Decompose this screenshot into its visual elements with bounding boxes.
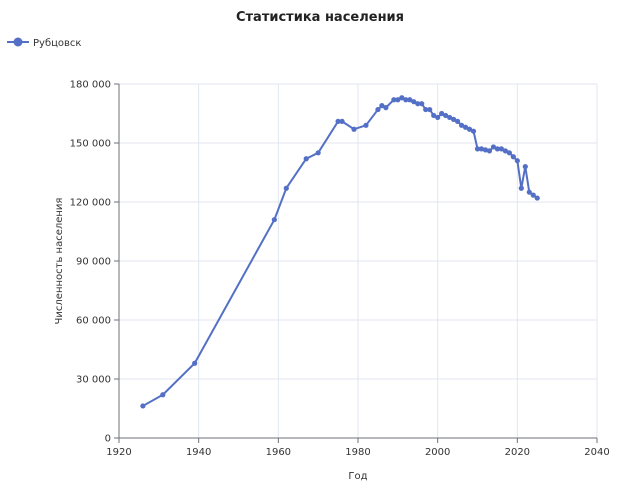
data-point[interactable] xyxy=(458,122,465,128)
y-tick-label: 90 000 xyxy=(76,257,111,268)
data-point[interactable] xyxy=(419,101,425,107)
data-point[interactable] xyxy=(462,124,469,130)
data-point[interactable] xyxy=(303,156,309,162)
data-point[interactable] xyxy=(427,106,433,113)
data-point[interactable] xyxy=(379,103,385,109)
legend-marker xyxy=(13,37,23,47)
data-point[interactable] xyxy=(454,118,461,124)
data-point[interactable] xyxy=(478,146,485,152)
data-point[interactable] xyxy=(192,360,198,366)
data-point[interactable] xyxy=(363,122,369,128)
data-point[interactable] xyxy=(283,185,289,191)
data-point[interactable] xyxy=(407,97,413,103)
data-point[interactable] xyxy=(351,126,357,132)
data-point[interactable] xyxy=(435,114,441,121)
data-point[interactable] xyxy=(526,189,532,195)
data-point[interactable] xyxy=(403,97,409,103)
x-tick-label: 2040 xyxy=(584,447,609,458)
data-point[interactable] xyxy=(466,126,473,132)
data-point[interactable] xyxy=(522,164,528,170)
legend-label: Рубцовск xyxy=(33,38,81,49)
y-tick-label: 180 000 xyxy=(70,80,111,91)
data-point[interactable] xyxy=(482,147,489,153)
series-line-rubtsovsk xyxy=(142,96,538,407)
x-tick-label: 2020 xyxy=(505,447,530,458)
y-tick-label: 60 000 xyxy=(76,316,111,327)
y-tick-label: 0 xyxy=(105,434,111,445)
data-point[interactable] xyxy=(383,105,389,111)
data-point[interactable] xyxy=(510,154,516,160)
data-point[interactable] xyxy=(502,148,508,154)
data-point[interactable] xyxy=(395,97,401,103)
data-point[interactable] xyxy=(451,116,457,122)
data-point[interactable] xyxy=(530,192,536,198)
data-point[interactable] xyxy=(486,148,493,154)
data-point[interactable] xyxy=(160,392,166,398)
data-point[interactable] xyxy=(271,217,277,223)
data-point[interactable] xyxy=(470,128,477,134)
data-point[interactable] xyxy=(375,106,381,113)
x-tick-label: 1980 xyxy=(345,447,370,458)
data-point[interactable] xyxy=(514,158,520,164)
chart-title: Статистика населения xyxy=(236,10,404,25)
data-point[interactable] xyxy=(415,101,421,107)
data-point[interactable] xyxy=(447,114,453,121)
y-tick-label: 150 000 xyxy=(70,139,111,150)
data-point[interactable] xyxy=(140,403,146,409)
x-tick-label: 1920 xyxy=(106,447,131,458)
series-points-rubtsovsk xyxy=(140,95,540,409)
data-point[interactable] xyxy=(490,144,497,150)
x-tick-label: 2000 xyxy=(425,447,450,458)
data-point[interactable] xyxy=(534,195,540,201)
grid xyxy=(119,83,598,438)
x-tick-label: 1940 xyxy=(186,447,211,458)
data-point[interactable] xyxy=(431,112,437,119)
data-point[interactable] xyxy=(474,146,481,152)
data-point[interactable] xyxy=(335,118,341,124)
data-point[interactable] xyxy=(506,150,512,156)
data-point[interactable] xyxy=(518,185,524,191)
y-tick-label: 120 000 xyxy=(70,198,111,209)
y-tick-label: 30 000 xyxy=(76,375,111,386)
data-point[interactable] xyxy=(443,112,449,119)
data-point[interactable] xyxy=(498,146,504,152)
data-point[interactable] xyxy=(411,99,417,105)
data-point[interactable] xyxy=(339,118,345,124)
data-point[interactable] xyxy=(494,146,501,152)
x-tick-label: 1960 xyxy=(266,447,291,458)
data-point[interactable] xyxy=(399,95,405,101)
data-point[interactable] xyxy=(315,150,321,156)
x-axis-ticks: 1920 1940 1960 1980 2000 2020 2040 xyxy=(106,438,610,458)
data-point[interactable] xyxy=(423,106,429,113)
legend[interactable]: Рубцовск xyxy=(7,37,81,50)
data-point[interactable] xyxy=(439,110,445,117)
data-point[interactable] xyxy=(391,97,397,103)
y-axis-label: Численность населения xyxy=(54,198,65,325)
y-axis-ticks: 0 30 000 60 000 90 000 120 000 150 000 180 000 xyxy=(70,80,119,445)
x-axis-label: Год xyxy=(348,471,367,482)
